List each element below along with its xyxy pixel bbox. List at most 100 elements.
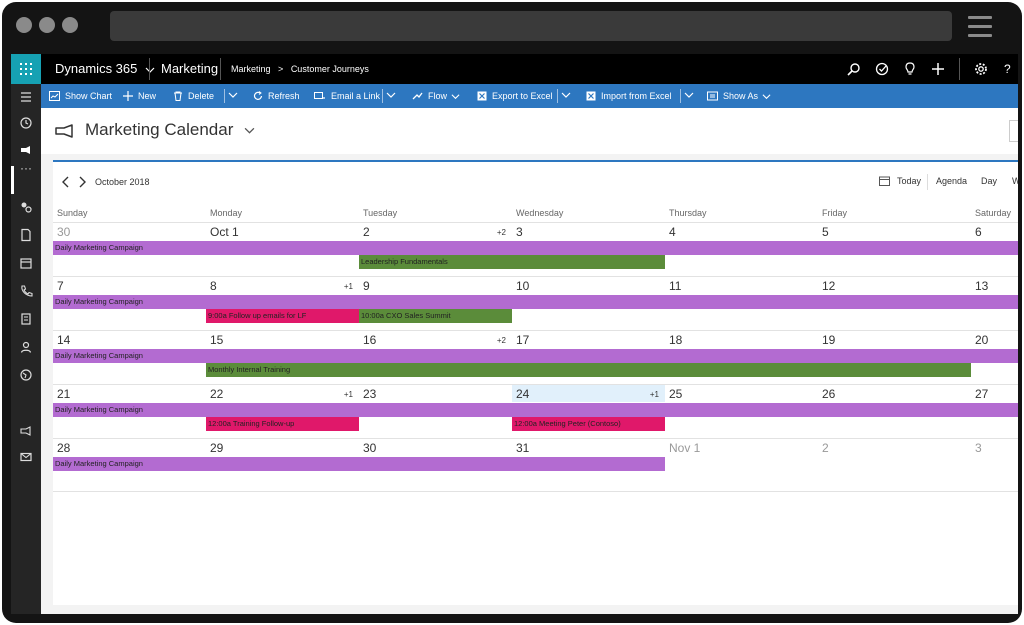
more-events-link[interactable]: +2 (496, 336, 506, 345)
day-number[interactable]: 17 (516, 333, 530, 347)
search-icon[interactable] (846, 61, 862, 77)
day-number[interactable]: 8 (210, 279, 217, 293)
chevron-right-icon[interactable] (77, 176, 87, 188)
day-number[interactable]: 21 (57, 387, 71, 401)
day-number[interactable]: 29 (210, 441, 224, 455)
day-number[interactable]: 16 (363, 333, 377, 347)
day-cell[interactable]: 30 (359, 439, 512, 492)
day-number[interactable]: 27 (975, 387, 989, 401)
refresh-button[interactable]: Refresh (253, 84, 300, 108)
day-cell[interactable]: 26 (818, 385, 971, 438)
day-number[interactable]: 28 (57, 441, 71, 455)
calendar-event[interactable]: 12:00a Training Follow-up (206, 417, 359, 431)
day-cell[interactable]: 14 (53, 331, 206, 384)
calendar-event[interactable]: Daily Marketing Campaign (53, 403, 1018, 417)
day-number[interactable]: 31 (516, 441, 530, 455)
day-cell[interactable]: 27 (971, 385, 1018, 438)
header-action-stub[interactable] (1009, 120, 1018, 142)
day-cell[interactable]: 18 (665, 331, 818, 384)
day-cell[interactable]: 4 (665, 223, 818, 276)
chevron-down-icon[interactable] (561, 90, 571, 100)
gear-icon[interactable] (973, 61, 989, 77)
document-icon[interactable] (19, 228, 33, 242)
day-number[interactable]: Nov 1 (669, 441, 701, 455)
breadcrumb-root[interactable]: Marketing (231, 64, 271, 74)
day-number[interactable]: 30 (363, 441, 377, 455)
day-cell[interactable]: 7 (53, 277, 206, 330)
app-launcher-icon[interactable] (11, 54, 41, 84)
calendar-event[interactable]: Monthly Internal Training (206, 363, 971, 377)
show-chart-button[interactable]: Show Chart (49, 84, 112, 108)
day-cell[interactable]: 3 (971, 439, 1018, 492)
calendar-event[interactable]: Daily Marketing Campaign (53, 295, 1018, 309)
day-cell[interactable]: 21 (53, 385, 206, 438)
chevron-down-icon[interactable] (386, 90, 396, 100)
lightbulb-icon[interactable] (902, 61, 918, 77)
day-cell[interactable]: 13 (971, 277, 1018, 330)
day-cell[interactable]: Nov 1 (665, 439, 818, 492)
today-button[interactable]: Today (897, 176, 922, 186)
day-number[interactable]: 3 (516, 225, 523, 239)
day-number[interactable]: 6 (975, 225, 982, 239)
day-cell-today[interactable]: 24 +1 (512, 385, 665, 438)
calendar-event[interactable]: Daily Marketing Campaign (53, 241, 1018, 255)
day-cell[interactable]: 22 +1 (206, 385, 359, 438)
calendar-event[interactable]: Leadership Fundamentals (359, 255, 665, 269)
day-cell[interactable]: 29 (206, 439, 359, 492)
more-events-link[interactable]: +1 (343, 282, 353, 291)
day-cell[interactable]: 25 (665, 385, 818, 438)
segment-icon[interactable] (19, 200, 33, 214)
day-number[interactable]: 3 (975, 441, 982, 455)
task-check-icon[interactable] (874, 61, 890, 77)
email-icon[interactable] (19, 450, 33, 464)
more-events-link[interactable]: +1 (649, 390, 659, 399)
day-cell[interactable]: 30 (53, 223, 206, 276)
day-number[interactable]: 2 (363, 225, 370, 239)
day-number[interactable]: 7 (57, 279, 64, 293)
delete-button[interactable]: Delete (173, 84, 214, 108)
window-dot-close[interactable] (16, 17, 32, 33)
day-cell[interactable]: 12 (818, 277, 971, 330)
week-view-button[interactable]: W (1012, 176, 1018, 186)
day-cell[interactable]: 17 (512, 331, 665, 384)
window-dot-maximize[interactable] (62, 17, 78, 33)
help-icon[interactable]: ? (1004, 62, 1011, 76)
day-number[interactable]: 18 (669, 333, 683, 347)
agenda-view-button[interactable]: Agenda (936, 176, 968, 186)
day-number[interactable]: 2 (822, 441, 829, 455)
day-number[interactable]: 24 (516, 387, 530, 401)
recent-history-icon[interactable] (19, 116, 33, 130)
day-number[interactable]: 22 (210, 387, 224, 401)
day-cell[interactable]: 15 (206, 331, 359, 384)
chevron-left-icon[interactable] (61, 176, 71, 188)
day-number[interactable]: 10 (516, 279, 530, 293)
calendar-event[interactable]: Daily Marketing Campaign (53, 349, 1018, 363)
day-cell[interactable]: 31 (512, 439, 665, 492)
chevron-down-icon[interactable] (228, 90, 238, 100)
day-number[interactable]: 25 (669, 387, 683, 401)
chevron-down-icon[interactable] (684, 90, 694, 100)
day-cell[interactable]: 3 (512, 223, 665, 276)
day-number[interactable]: 5 (822, 225, 829, 239)
menu-icon[interactable] (19, 90, 33, 104)
module-name[interactable]: Marketing (161, 61, 219, 76)
day-cell[interactable]: 8 +1 (206, 277, 359, 330)
calendar-event[interactable]: 9:00a Follow up emails for LF (206, 309, 359, 323)
flow-button[interactable]: Flow (412, 84, 465, 108)
export-excel-button[interactable]: Export to Excel (477, 84, 553, 108)
import-excel-button[interactable]: Import from Excel (586, 84, 672, 108)
plus-icon[interactable] (930, 61, 946, 77)
day-number[interactable]: Oct 1 (210, 225, 239, 239)
day-cell[interactable]: 2 (818, 439, 971, 492)
more-events-link[interactable]: +1 (343, 390, 353, 399)
day-number[interactable]: 23 (363, 387, 377, 401)
day-view-button[interactable]: Day (981, 176, 998, 186)
new-button[interactable]: New (123, 84, 156, 108)
day-number[interactable]: 14 (57, 333, 71, 347)
calendar-event[interactable]: 10:00a CXO Sales Summit (359, 309, 512, 323)
day-number[interactable]: 4 (669, 225, 676, 239)
day-cell[interactable]: 23 (359, 385, 512, 438)
day-number[interactable]: 12 (822, 279, 836, 293)
day-number[interactable]: 9 (363, 279, 370, 293)
day-number[interactable]: 30 (57, 225, 71, 239)
